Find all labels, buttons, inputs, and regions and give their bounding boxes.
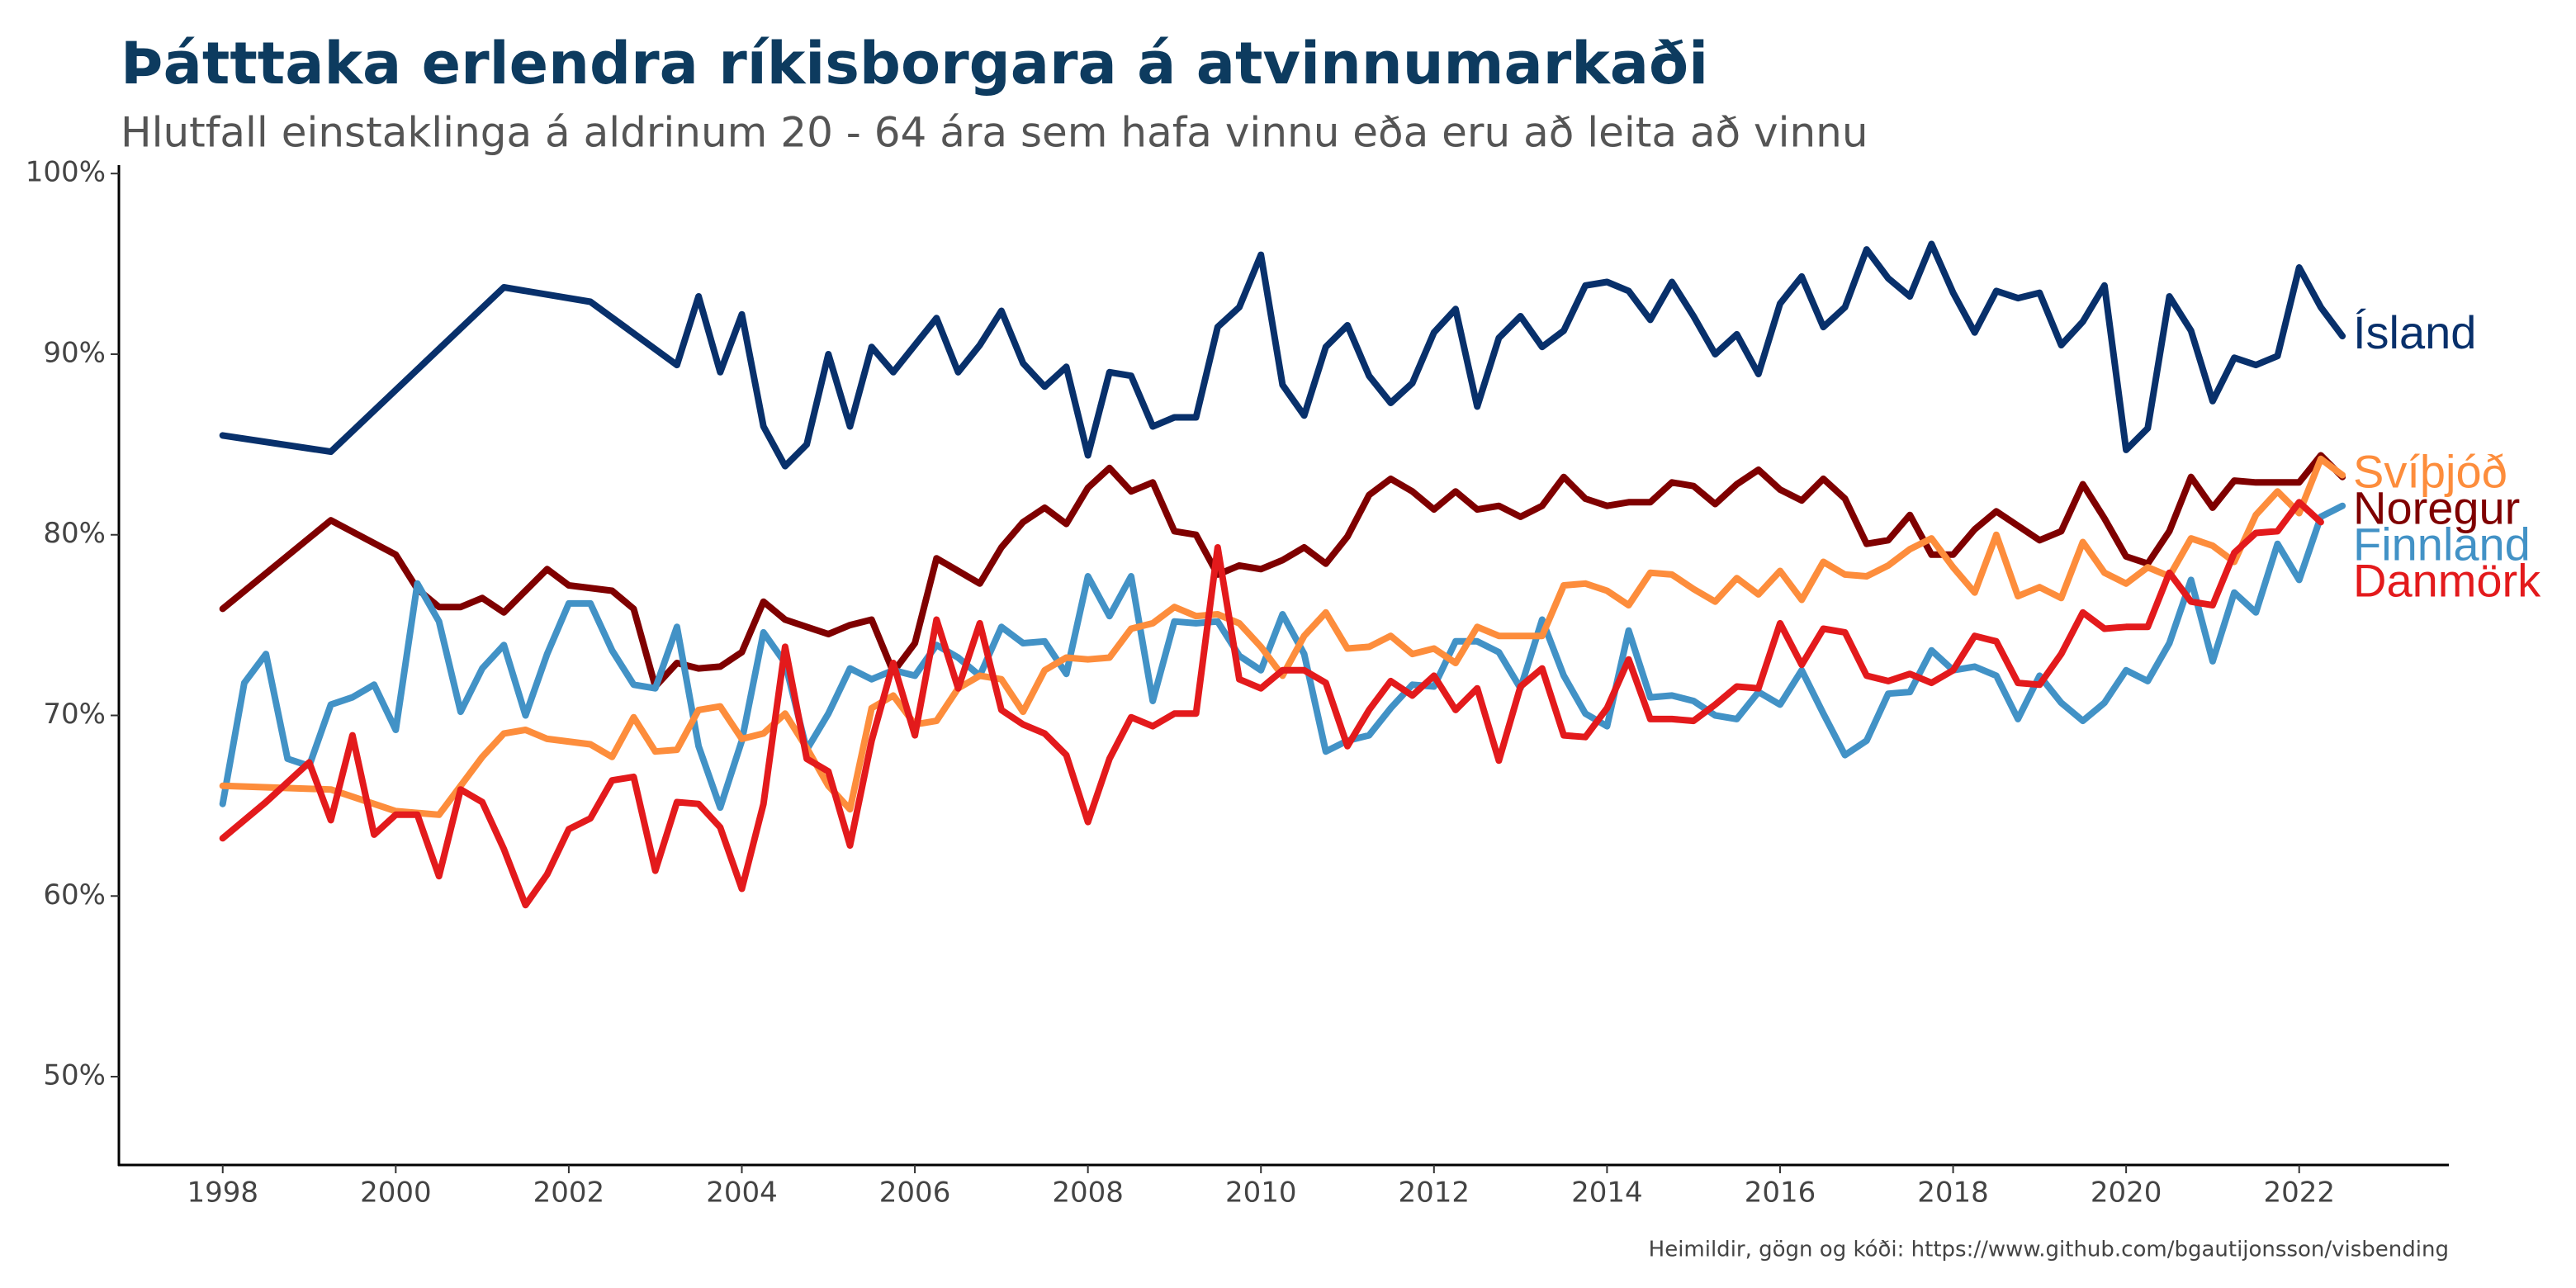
- caption: Heimildir, gögn og kóði: https://www.git…: [1649, 1238, 2449, 1262]
- series-line: [219, 502, 2346, 812]
- x-tick-label: 2022: [2263, 1177, 2335, 1210]
- series-line: [219, 455, 2346, 818]
- y-tick-label: 60%: [43, 878, 106, 912]
- series-line: [219, 452, 2346, 690]
- x-tick-label: 2018: [1917, 1177, 1989, 1210]
- x-tick-label: 2006: [879, 1177, 951, 1210]
- series-line: [219, 499, 2324, 909]
- x-tick-label: 2004: [706, 1177, 778, 1210]
- x-tick-label: 2008: [1052, 1177, 1124, 1210]
- series-label: Finnland: [2353, 518, 2531, 570]
- x-tick-label: 1998: [187, 1177, 258, 1210]
- y-tick-label: 70%: [43, 698, 106, 731]
- x-tick-label: 2014: [1571, 1177, 1643, 1210]
- x-tick-label: 2002: [533, 1177, 605, 1210]
- x-tick-label: 2012: [1399, 1177, 1470, 1210]
- series-label: Danmörk: [2353, 554, 2541, 606]
- series-label: Noregur: [2353, 481, 2520, 533]
- y-tick-label: 90%: [43, 336, 106, 369]
- x-tick-label: 2010: [1225, 1177, 1297, 1210]
- y-tick-label: 80%: [43, 517, 106, 550]
- series-label: Svíþjóð: [2353, 445, 2507, 497]
- series-label: Ísland: [2353, 306, 2476, 358]
- x-tick-label: 2000: [360, 1177, 432, 1210]
- y-tick-label: 50%: [43, 1059, 106, 1092]
- x-tick-label: 2020: [2091, 1177, 2162, 1210]
- series-line: [219, 240, 2346, 470]
- y-tick-label: 100%: [26, 156, 106, 189]
- chart-subtitle: Hlutfall einstaklinga á aldrinum 20 - 64…: [121, 109, 1868, 157]
- x-tick-label: 2016: [1745, 1177, 1816, 1210]
- chart-title: Þátttaka erlendra ríkisborgara á atvinnu…: [121, 30, 1708, 97]
